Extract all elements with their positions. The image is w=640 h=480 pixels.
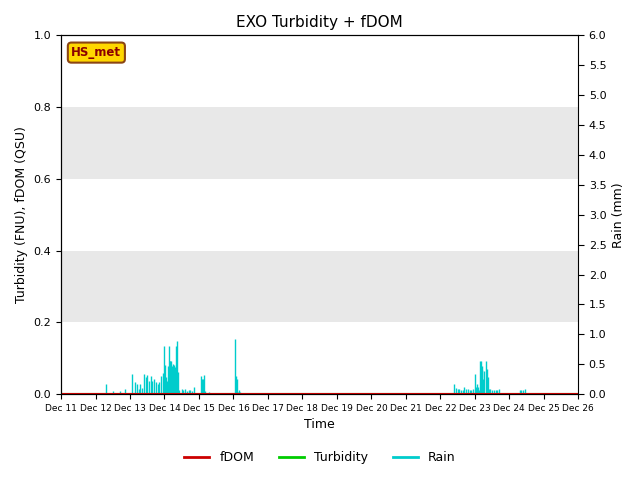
Title: EXO Turbidity + fDOM: EXO Turbidity + fDOM [236, 15, 403, 30]
Bar [61, 251, 579, 323]
Y-axis label: Turbidity (FNU), fDOM (QSU): Turbidity (FNU), fDOM (QSU) [15, 126, 28, 303]
Bar [61, 107, 579, 179]
Legend: fDOM, Turbidity, Rain: fDOM, Turbidity, Rain [179, 446, 461, 469]
X-axis label: Time: Time [304, 419, 335, 432]
Y-axis label: Rain (mm): Rain (mm) [612, 182, 625, 248]
Text: HS_met: HS_met [72, 46, 122, 59]
